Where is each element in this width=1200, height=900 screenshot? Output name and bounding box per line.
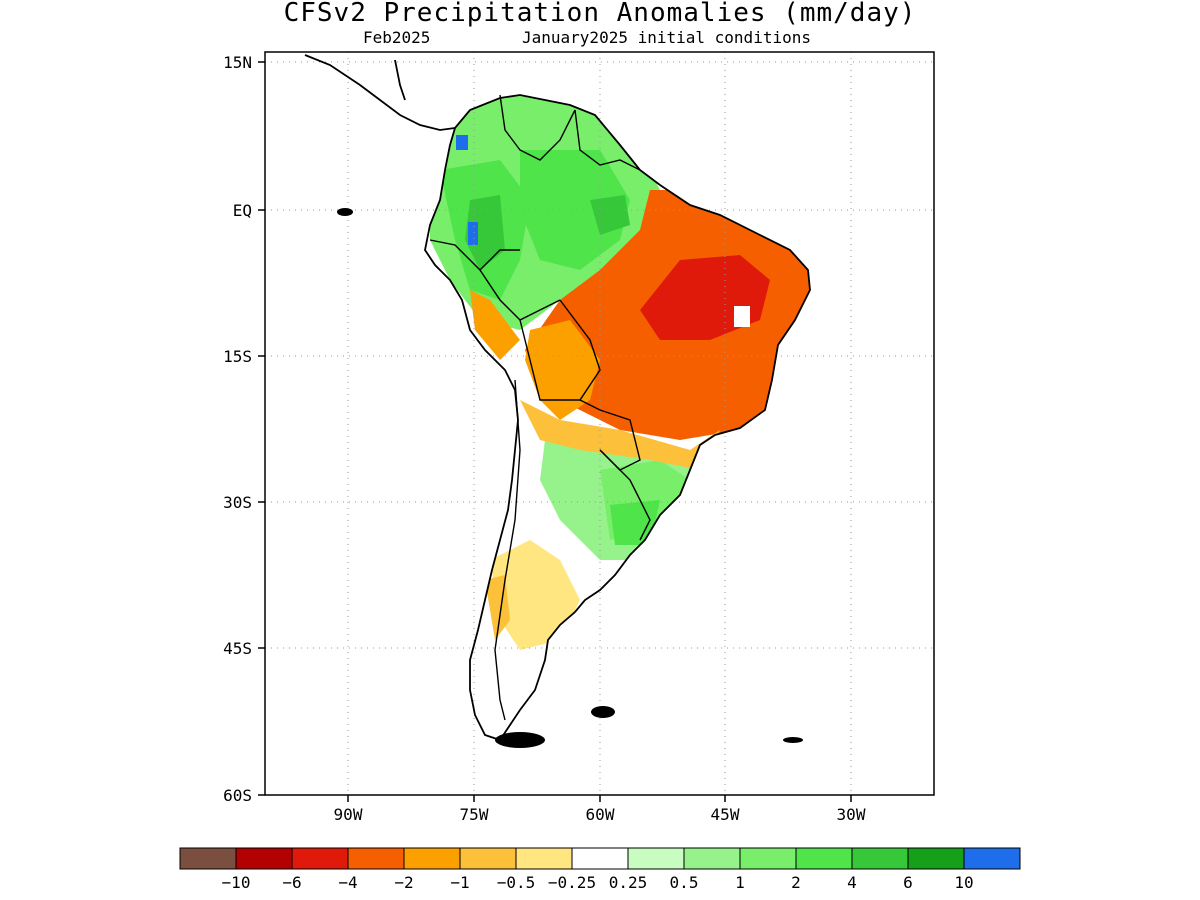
forecast-month: Feb2025 (363, 28, 431, 47)
border-guianas (574, 109, 641, 171)
lat-tick-label: 30S (223, 493, 252, 512)
map-title: CFSv2 Precipitation Anomalies (mm/day) (283, 0, 917, 28)
colorbar-swatch (235, 847, 293, 870)
colorbar-label: −2 (394, 873, 413, 892)
lat-tick-label: 15N (223, 53, 252, 72)
colorbar-label: −0.5 (497, 873, 536, 892)
islands (337, 208, 803, 748)
colorbar-swatch (795, 847, 853, 870)
initial-conditions: January2025 initial conditions (522, 28, 811, 47)
falkland-islands (591, 706, 615, 718)
dry-andes-strip (470, 290, 520, 360)
wet-uruguay (610, 500, 660, 545)
latitude-axis: 15N EQ 15S 30S 45S 60S (223, 53, 265, 805)
lon-tick-label: 30W (837, 805, 866, 824)
lon-tick-label: 60W (586, 805, 615, 824)
colorbar: −10 −6 −4 −2 −1 −0.5 −0.25 0.25 0.5 1 2 4 6 10 (179, 847, 1021, 892)
colorbar-swatch (291, 847, 349, 870)
colorbar-swatch (571, 847, 629, 870)
colorbar-label: 0.5 (670, 873, 699, 892)
lat-tick-label: 15S (223, 347, 252, 366)
negative-anomaly-regions (470, 190, 810, 650)
colorbar-label: 6 (903, 873, 913, 892)
colorbar-swatch (683, 847, 741, 870)
lat-tick-label: 45S (223, 639, 252, 658)
wet-strong-east (590, 195, 630, 235)
anomaly-fields (425, 95, 810, 650)
coastlines (304, 54, 811, 742)
blank-no-data (734, 306, 750, 327)
dry-patagonia (490, 540, 580, 650)
colorbar-swatch (627, 847, 685, 870)
colorbar-label: 2 (791, 873, 801, 892)
lon-tick-label: 90W (334, 805, 363, 824)
wet-strong-core (465, 195, 505, 270)
colorbar-swatch (739, 847, 797, 870)
galapagos-islands (337, 208, 353, 216)
colorbar-label: −4 (338, 873, 357, 892)
colorbar-label: 1 (735, 873, 745, 892)
colorbar-label: −1 (450, 873, 469, 892)
lat-tick-label: 60S (223, 786, 252, 805)
wet-max-blue-2 (468, 222, 478, 245)
colorbar-label: −10 (222, 873, 251, 892)
lat-tick-label: EQ (233, 201, 252, 220)
south-georgia (783, 737, 803, 743)
colorbar-swatch (459, 847, 517, 870)
colorbar-swatch (963, 847, 1021, 870)
lon-tick-label: 75W (460, 805, 489, 824)
tierra-del-fuego (495, 732, 545, 748)
caribbean-coast (394, 59, 406, 101)
border-argentina-chile (494, 379, 521, 721)
colorbar-label: −0.25 (548, 873, 596, 892)
dry-moderate-west (525, 320, 600, 420)
south-america-coastline (424, 94, 811, 742)
colorbar-label: 10 (954, 873, 973, 892)
colorbar-swatch (179, 847, 237, 870)
border-argentina-brazil (599, 449, 651, 541)
wet-max-blue-1 (456, 135, 468, 150)
colorbar-swatch (907, 847, 965, 870)
border-colombia-venezuela (499, 94, 576, 161)
colorbar-swatch (851, 847, 909, 870)
longitude-axis: 90W 75W 60W 45W 30W (334, 795, 866, 824)
colorbar-swatch (403, 847, 461, 870)
colorbar-label: −6 (282, 873, 301, 892)
colorbar-swatch (515, 847, 573, 870)
positive-anomaly-regions (425, 95, 700, 560)
central-america-coastline (304, 54, 456, 131)
colorbar-label: 4 (847, 873, 857, 892)
colorbar-label: 0.25 (609, 873, 648, 892)
wet-core-amazon (520, 150, 630, 270)
colorbar-swatch (347, 847, 405, 870)
dry-light-rim (520, 400, 720, 470)
lon-tick-label: 45W (711, 805, 740, 824)
